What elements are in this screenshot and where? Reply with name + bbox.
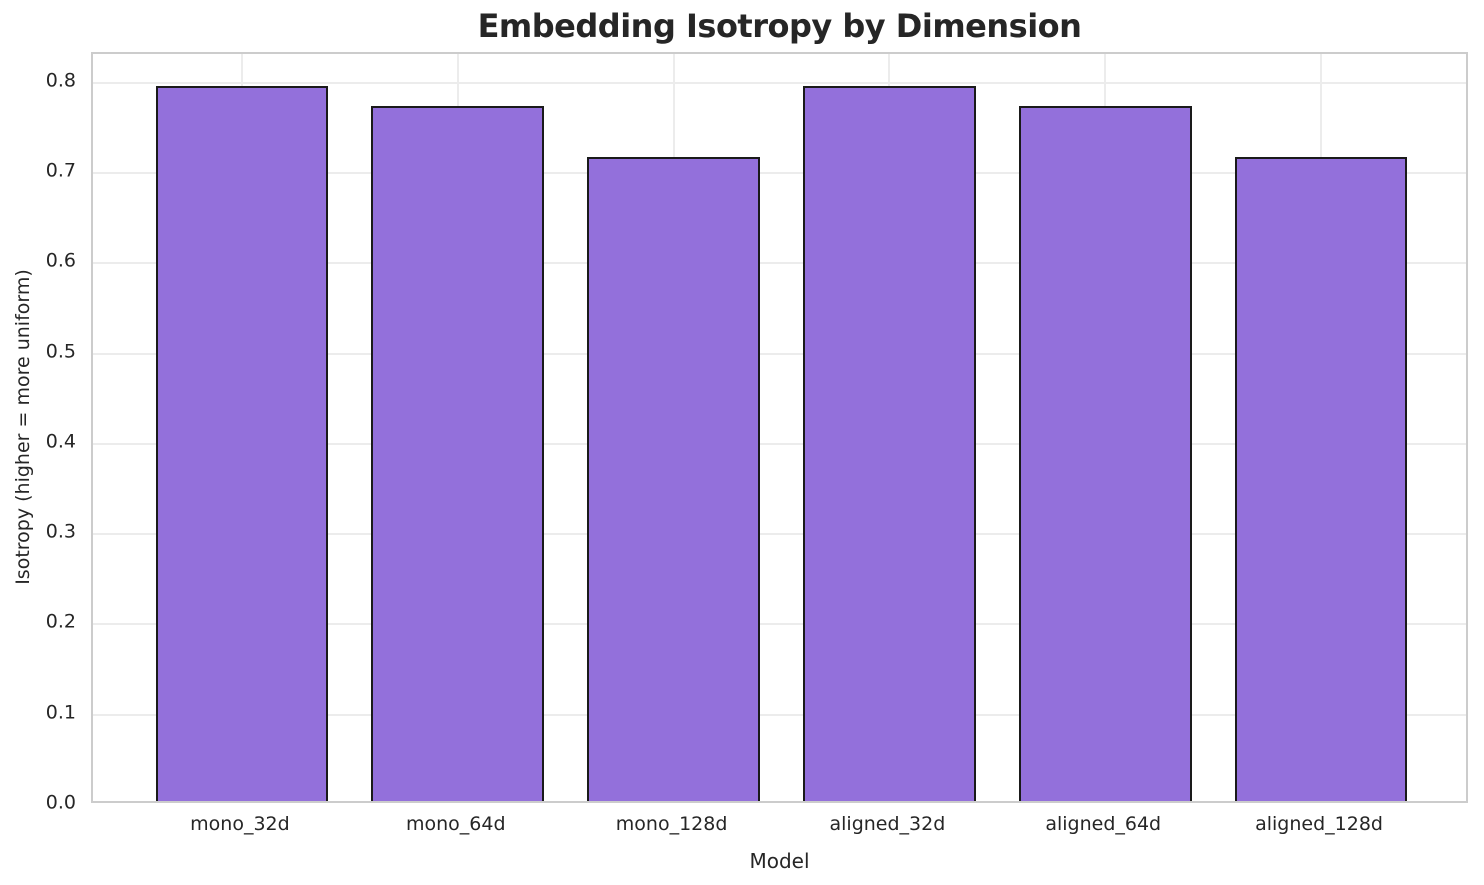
bar-layer — [93, 54, 1466, 801]
x-tick-label: aligned_32d — [829, 813, 946, 835]
y-tick-label: 0.3 — [45, 520, 76, 543]
bar-aligned_128d — [1234, 157, 1408, 801]
x-axis-label: Model — [749, 849, 810, 873]
gridline-horizontal — [93, 623, 1466, 626]
x-tick-label: mono_32d — [190, 813, 290, 835]
y-tick-label: 0.2 — [45, 610, 76, 633]
gridline-horizontal — [93, 172, 1466, 175]
x-tick-label: mono_128d — [615, 813, 728, 835]
bar-mono_32d — [155, 86, 329, 801]
y-tick-label: 0.6 — [45, 249, 76, 272]
x-tick-label: aligned_64d — [1045, 813, 1162, 835]
plot-area — [91, 52, 1468, 803]
gridline-horizontal — [93, 442, 1466, 445]
y-tick-label: 0.1 — [45, 701, 76, 724]
bar-aligned_64d — [1018, 105, 1192, 801]
gridline-horizontal — [93, 713, 1466, 716]
gridline-horizontal — [93, 81, 1466, 84]
y-tick-label: 0.8 — [45, 69, 76, 92]
gridline-horizontal — [93, 533, 1466, 536]
y-tick-label: 0.5 — [45, 340, 76, 363]
gridline-horizontal — [93, 352, 1466, 355]
x-tick-label: aligned_128d — [1255, 813, 1383, 835]
y-tick-label: 0.0 — [45, 791, 76, 814]
y-tick-label: 0.4 — [45, 430, 76, 453]
bar-aligned_32d — [803, 86, 976, 801]
bar-mono_128d — [587, 157, 760, 801]
y-tick-label: 0.7 — [45, 159, 76, 182]
bar-mono_64d — [371, 105, 545, 801]
chart-title: Embedding Isotropy by Dimension — [477, 7, 1082, 45]
gridline-horizontal — [93, 262, 1466, 265]
x-tick-label: mono_64d — [405, 813, 506, 835]
